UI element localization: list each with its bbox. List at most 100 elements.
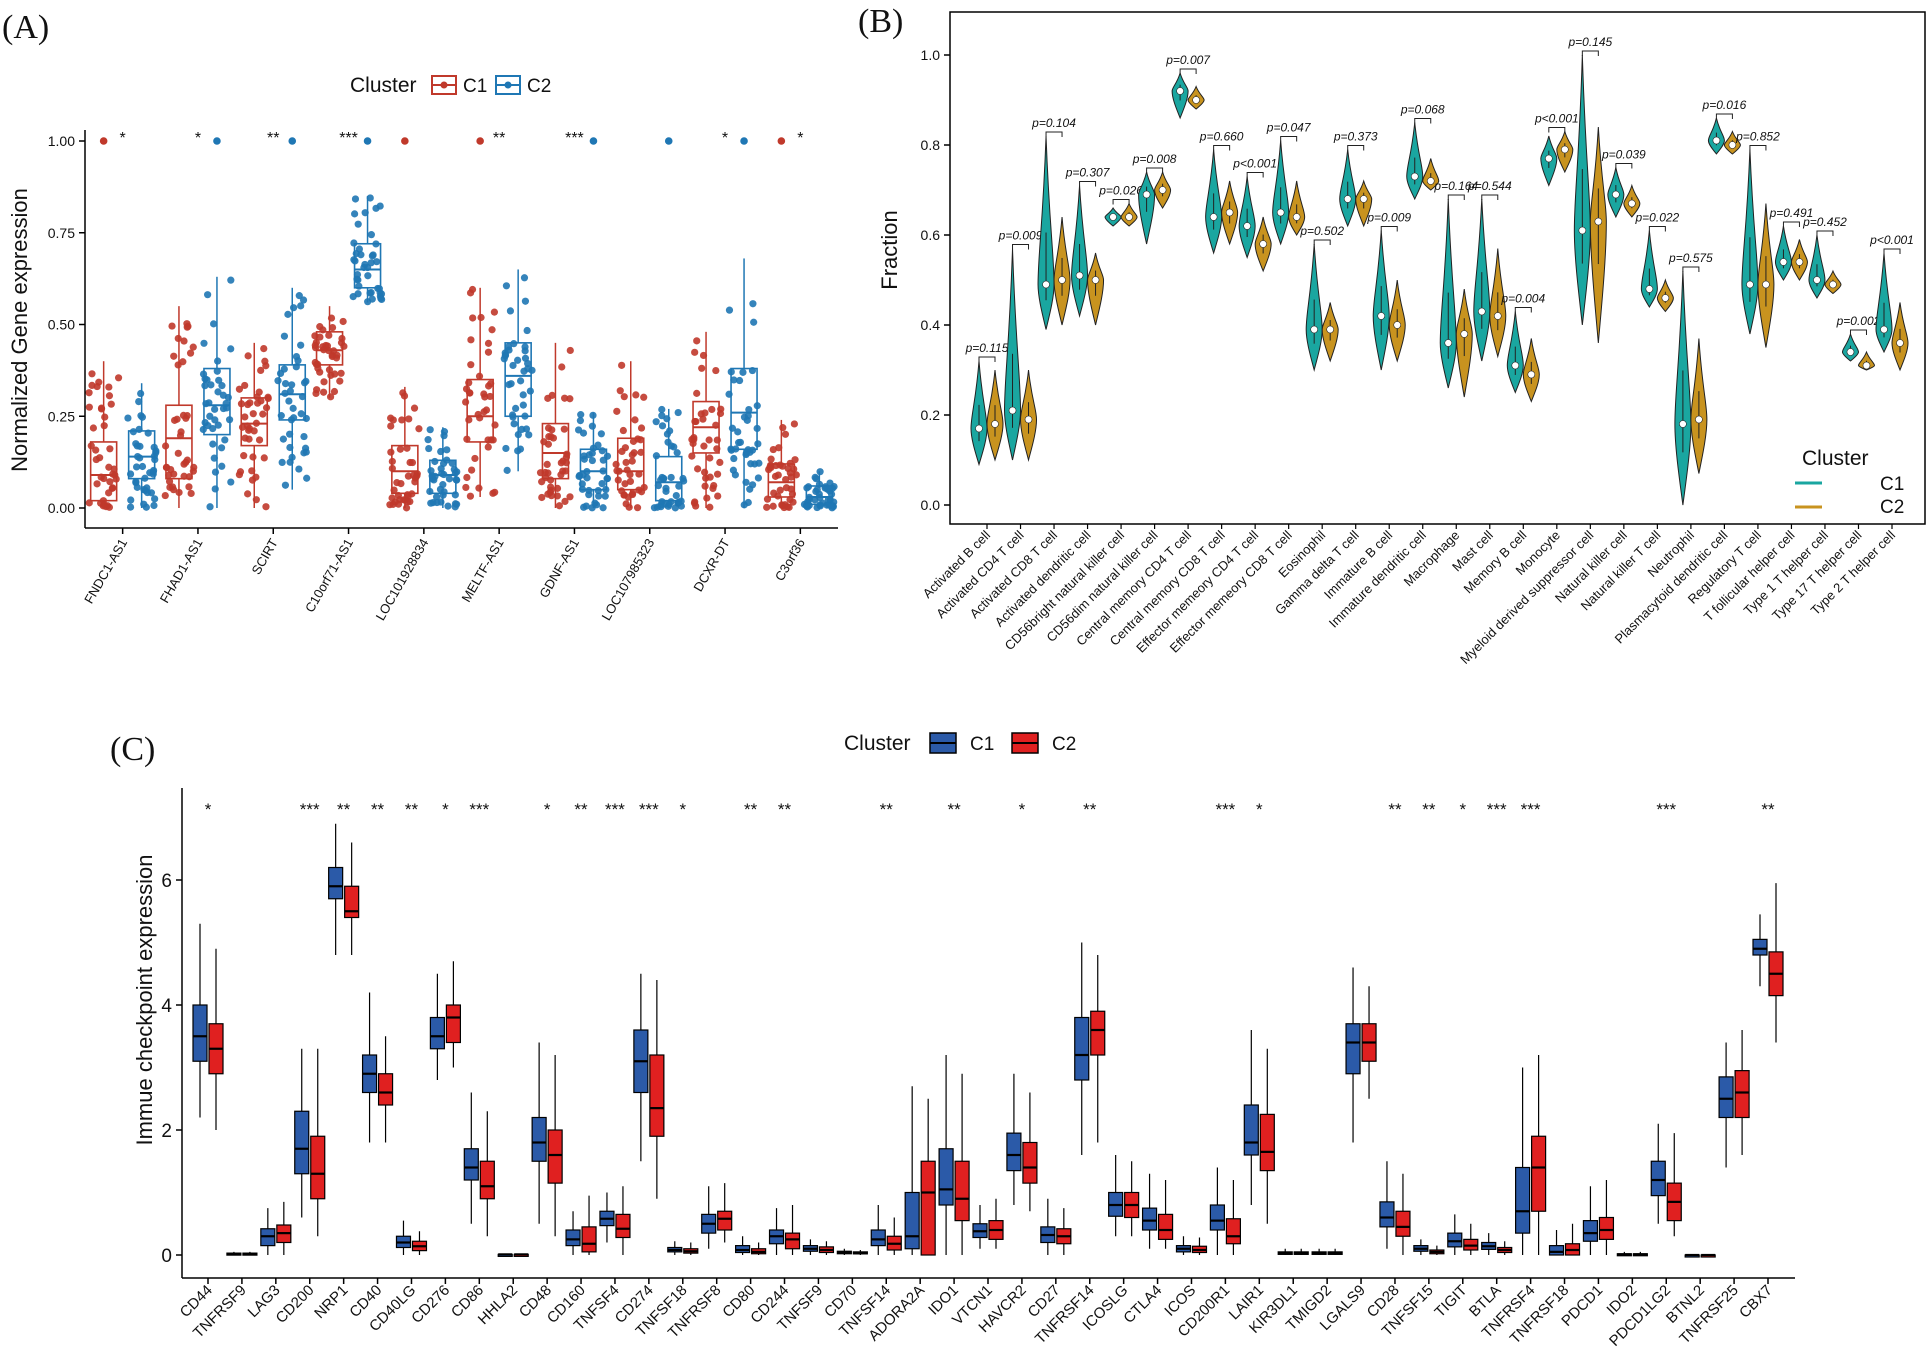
c-significance-label: *: [1256, 800, 1263, 819]
a-data-point: [109, 484, 117, 492]
a-box-c1: [89, 441, 118, 502]
c-significance-label: *: [1019, 800, 1026, 819]
a-data-point: [211, 405, 219, 413]
b-median-point: [1176, 87, 1184, 95]
a-data-point: [339, 317, 347, 326]
a-data-point: [168, 322, 176, 330]
c-box-c2: [1225, 1218, 1241, 1245]
a-data-point: [725, 306, 734, 314]
a-data-point: [574, 426, 583, 434]
a-data-point: [690, 499, 699, 507]
a-data-point: [410, 404, 419, 412]
c-significance-label: ***: [1215, 800, 1235, 819]
b-median-point: [1158, 186, 1167, 194]
a-data-point: [165, 477, 174, 486]
a-data-point: [588, 422, 597, 430]
b-bracket: [1079, 181, 1097, 187]
a-data-point: [616, 387, 624, 395]
a-data-point: [780, 503, 788, 512]
c-box-c1: [1345, 1023, 1361, 1075]
a-data-point: [149, 466, 158, 475]
a-data-point: [101, 413, 109, 421]
a-outlier-point: [740, 137, 748, 145]
c-box-c2: [1395, 1210, 1411, 1237]
b-y-axis: 0.0 0.2 0.4 0.6 0.8 1.0: [921, 47, 950, 513]
a-data-point: [791, 456, 799, 464]
a-data-point: [289, 304, 298, 312]
panel-c: (C) Cluster C1 C2 Immue checkpoint expre…: [110, 731, 1795, 1350]
c-plot-area: * *** ** ** ** * *** * ** *** *** * ** ** ** ** * ** *** * *…: [192, 800, 1784, 1258]
a-data-point: [219, 404, 228, 413]
a-data-point: [182, 458, 190, 467]
a-data-point: [203, 376, 211, 384]
a-data-point: [331, 370, 339, 378]
a-data-point: [320, 378, 328, 386]
a-x-axis: FNDC1-AS1 FHAD1-AS1 SCIRT C10orf71-AS1 LOC10…: [81, 528, 808, 623]
c-box-c1: [1243, 1104, 1259, 1156]
a-xtick-label: LOC107985323: [598, 536, 657, 623]
b-pvalue-label: p=0.660: [1199, 130, 1244, 144]
a-data-point: [694, 465, 702, 473]
panel-label-a: (A): [2, 9, 49, 46]
a-data-point: [652, 418, 660, 426]
a-data-point: [524, 365, 532, 373]
legend-a-c1-key: [431, 75, 457, 95]
a-data-point: [598, 447, 606, 455]
a-data-point: [221, 436, 229, 444]
a-data-point: [663, 430, 672, 438]
a-data-point: [597, 430, 605, 438]
a-data-point: [503, 466, 511, 474]
a-data-point: [486, 392, 494, 401]
c-significance-label: ***: [639, 800, 659, 819]
a-xtick-label: SCIRT: [248, 536, 280, 577]
b-bracket: [1179, 68, 1197, 74]
a-data-point: [491, 488, 499, 496]
b-pvalue-label: p=0.307: [1065, 166, 1111, 180]
a-data-point: [313, 386, 321, 394]
c-box-c1: [192, 1004, 208, 1062]
a-data-point: [227, 345, 235, 353]
a-data-point: [622, 500, 630, 508]
a-data-point: [201, 382, 209, 390]
a-data-point: [630, 449, 638, 457]
a-data-point: [480, 390, 488, 398]
a-data-point: [559, 457, 567, 465]
a-data-point: [576, 417, 585, 425]
b-median-point: [1728, 141, 1737, 149]
a-data-point: [85, 403, 93, 411]
c-xtick-label: CD276: [408, 1282, 453, 1327]
a-data-point: [748, 446, 757, 454]
a-data-point: [712, 366, 720, 375]
a-data-point: [475, 484, 483, 492]
a-data-point: [255, 388, 263, 396]
c-box-c1: [463, 1148, 479, 1181]
a-data-point: [366, 194, 374, 202]
a-data-point: [431, 472, 439, 480]
a-data-point: [566, 395, 574, 403]
a-data-point: [774, 471, 782, 479]
a-data-point: [660, 474, 668, 483]
a-data-point: [368, 252, 376, 260]
a-data-point: [468, 466, 476, 474]
a-data-point: [769, 502, 777, 510]
c-significance-label: **: [371, 800, 385, 819]
c-box-c2: [1022, 1141, 1038, 1184]
c-ytick-label: 0: [161, 1246, 172, 1267]
a-box-c2: [805, 485, 834, 506]
a-data-point: [502, 282, 511, 290]
b-plot-area: p=0.115 p=0.009 p=0.104 p=0.307 p=0.026 p=0.0…: [965, 35, 1914, 506]
a-data-point: [262, 503, 270, 511]
legend-a-title: Cluster: [350, 74, 417, 97]
a-outlier-point: [589, 137, 598, 145]
a-data-point: [357, 251, 365, 259]
b-bracket: [1883, 248, 1901, 254]
a-data-point: [657, 501, 665, 509]
a-data-point: [667, 473, 675, 482]
c-box-c2: [784, 1232, 801, 1250]
a-data-point: [598, 479, 606, 488]
a-data-point: [691, 348, 699, 356]
b-median-point: [1393, 321, 1402, 329]
a-data-point: [316, 333, 324, 341]
a-data-point: [525, 431, 533, 439]
a-data-point: [241, 434, 249, 442]
